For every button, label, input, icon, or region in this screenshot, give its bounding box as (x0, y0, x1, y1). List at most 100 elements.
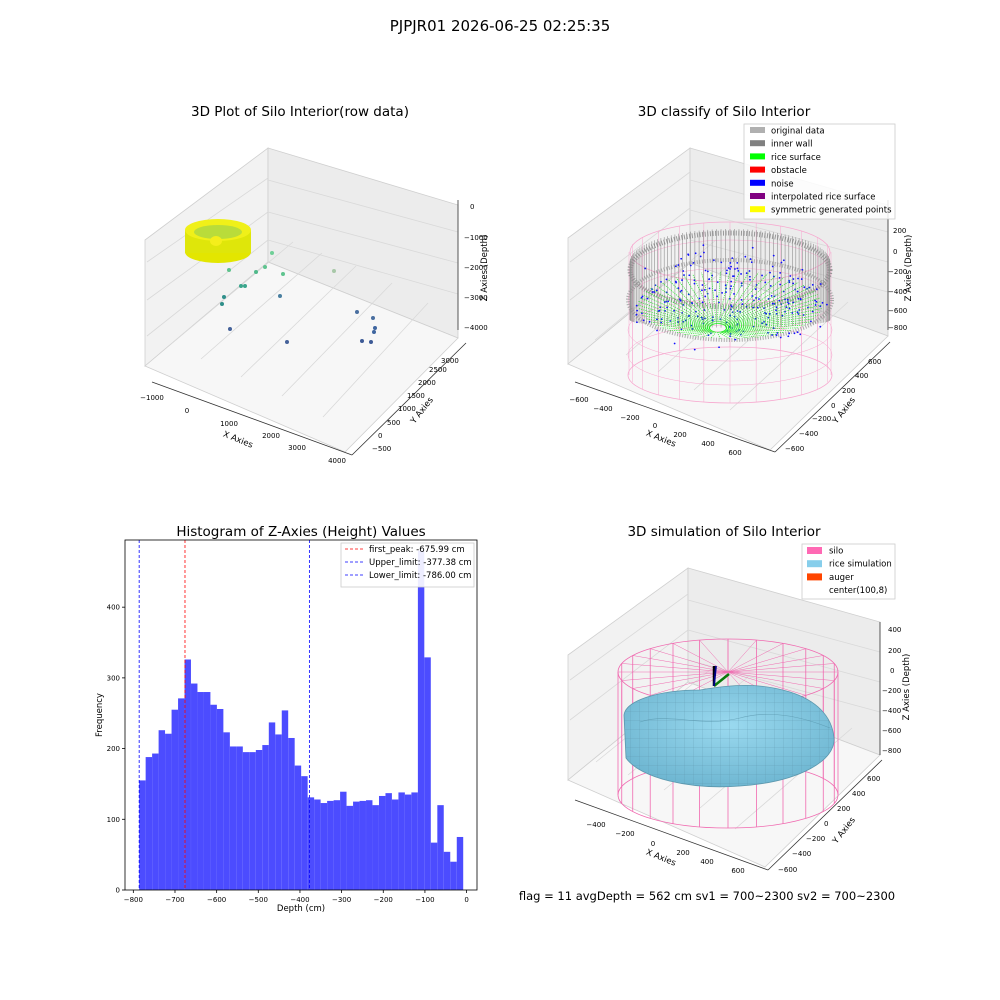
histogram-bar (203, 692, 211, 890)
classify-legend-swatch (750, 206, 765, 213)
noise-point (786, 298, 789, 301)
raw-x-tick: 3000 (288, 444, 306, 452)
simulation-z-tick: −800 (882, 747, 901, 755)
simulation-legend-label: center(100,8) (829, 586, 887, 596)
noise-point (734, 338, 737, 341)
noise-point (700, 316, 703, 319)
classify-legend-swatch (750, 127, 765, 133)
histogram-bar (275, 734, 282, 890)
histogram-y-tick-label: 300 (107, 674, 120, 682)
noise-point (797, 277, 799, 280)
noise-point (779, 336, 782, 339)
histogram-bar (391, 799, 399, 890)
histogram-bar (424, 657, 431, 890)
noise-point (821, 301, 824, 304)
histogram-bar (281, 710, 289, 890)
noise-point (736, 267, 739, 270)
histogram-bar (366, 800, 373, 890)
noise-point (779, 272, 782, 274)
raw-axis-lines (151, 200, 467, 456)
classify-x-tick: −200 (620, 414, 639, 422)
noise-point (731, 257, 734, 260)
noise-point (688, 274, 691, 277)
histogram-bar (171, 709, 179, 890)
raw-point (220, 302, 224, 306)
histogram-bar (359, 800, 366, 890)
noise-point (730, 285, 733, 287)
simulation-y-tick: −200 (806, 835, 825, 843)
simulation-panel-title: 3D simulation of Silo Interior (627, 524, 821, 540)
simulation-x-tick: −200 (615, 830, 634, 838)
raw-point (270, 251, 274, 255)
raw-axes-box (144, 147, 459, 453)
noise-point (785, 306, 788, 309)
simulation-x-tick: 600 (731, 867, 744, 875)
histogram-legend: first_peak: -675.99 cm Upper_limit: -377.… (340, 542, 475, 588)
noise-point (788, 281, 791, 284)
histogram-bar (340, 791, 347, 890)
noise-point (687, 253, 690, 256)
noise-point (797, 297, 800, 300)
classify-x-tick: −600 (569, 396, 588, 404)
noise-point (749, 258, 752, 260)
noise-point (775, 334, 778, 336)
simulation-z-tick: 400 (888, 626, 901, 634)
histogram-bar (268, 722, 276, 890)
classify-x-tick-labels: −600 −400 −200 0 200 400 600 (569, 396, 741, 457)
histogram-x-tick-label: −600 (207, 896, 226, 904)
noise-point (641, 312, 643, 315)
noise-point (642, 319, 645, 322)
raw-x-tick: 4000 (328, 457, 346, 465)
noise-point (665, 278, 668, 281)
histogram-bar (346, 805, 354, 890)
noise-point (733, 293, 735, 295)
histogram-x-tick-label: −100 (415, 896, 434, 904)
histogram-reference-lines (138, 540, 310, 890)
noise-point (787, 335, 790, 338)
noise-point (775, 309, 777, 312)
noise-point (681, 279, 683, 281)
noise-point (701, 284, 704, 286)
noise-point (714, 289, 717, 292)
noise-point (771, 265, 774, 268)
histogram-bar (294, 765, 302, 890)
histogram-bar (191, 683, 198, 890)
noise-point (644, 267, 647, 270)
panel-histogram: Histogram of Z-Axies (Height) Values −80… (95, 524, 478, 914)
histogram-frame (124, 539, 478, 891)
classify-z-tick: 200 (893, 227, 906, 235)
raw-point (281, 272, 285, 276)
noise-point (819, 325, 822, 328)
status-footer: flag = 11 avgDepth = 562 cm sv1 = 700~23… (519, 889, 895, 903)
simulation-legend-label: silo (829, 547, 843, 557)
raw-y-tick: 1500 (407, 392, 425, 400)
noise-point (694, 252, 697, 255)
noise-point (692, 261, 695, 264)
raw-z-tick: −2000 (464, 264, 488, 272)
histogram-bar (417, 550, 425, 890)
raw-y-tick: −500 (372, 445, 391, 453)
raw-point (332, 269, 336, 273)
noise-point (677, 287, 680, 289)
noise-point (769, 271, 771, 274)
simulation-axis-lines (574, 622, 883, 871)
noise-point (782, 259, 785, 262)
histogram-x-tick-label: −300 (332, 896, 351, 904)
histogram-x-tick-label: −400 (290, 896, 309, 904)
noise-point (791, 312, 794, 314)
noise-point (801, 268, 804, 271)
simulation-z-axis-label: Z Axies (Depth) (902, 654, 912, 721)
noise-point (772, 254, 775, 257)
noise-point (737, 269, 740, 272)
noise-point (683, 274, 685, 276)
simulation-z-tick: −200 (882, 687, 901, 695)
simulation-y-tick-labels: −600 −400 −200 0 200 400 600 (778, 775, 880, 874)
classify-legend-swatch (750, 140, 765, 147)
simulation-y-tick: 400 (852, 790, 865, 798)
classify-legend-frame (743, 123, 896, 220)
noise-point (656, 329, 658, 332)
noise-point (666, 306, 668, 309)
noise-point (796, 290, 799, 293)
noise-point (751, 246, 754, 249)
